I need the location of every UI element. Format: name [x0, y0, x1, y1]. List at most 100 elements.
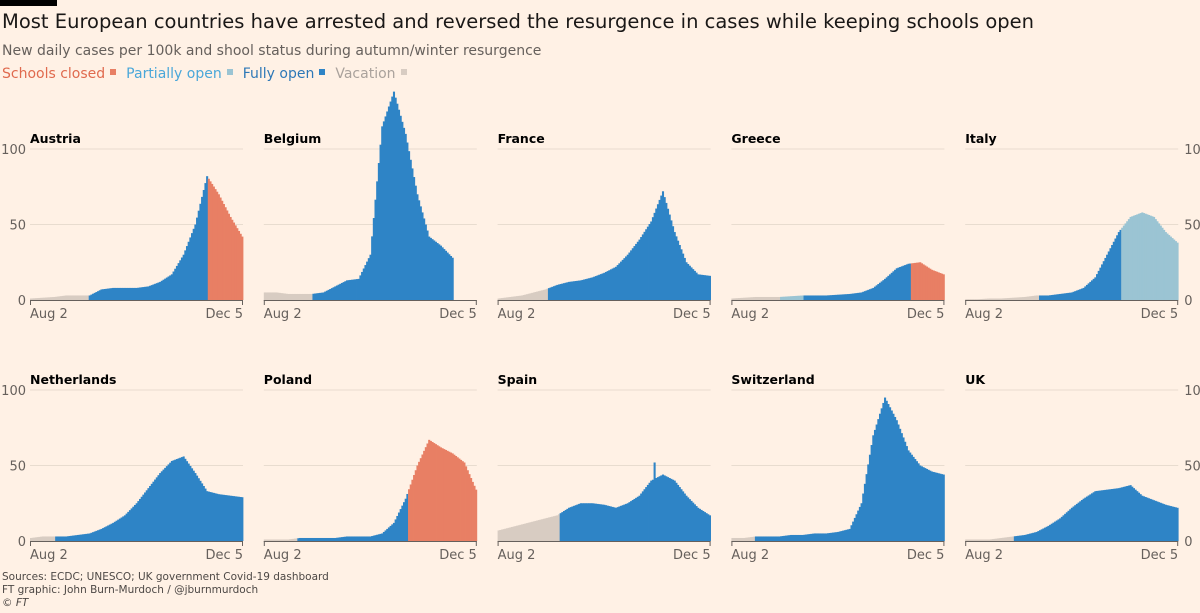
bar-full: [1117, 232, 1120, 300]
bar-partial: [1158, 223, 1161, 300]
bar-full: [403, 502, 406, 541]
bar-full: [1057, 294, 1060, 300]
bar-vacation: [743, 297, 746, 300]
legend: Schools closed Partially open Fully open Va…: [2, 66, 417, 82]
bar-full: [708, 515, 711, 541]
bar-vacation: [263, 292, 266, 300]
y-tick-label: 100: [1184, 384, 1200, 399]
panel-title: UK: [965, 372, 986, 387]
bar-full: [120, 517, 123, 541]
bar-closed: [431, 441, 434, 541]
bar-full: [941, 474, 944, 541]
bar-full: [367, 536, 370, 541]
bar-full: [656, 477, 660, 541]
bar-full: [320, 292, 323, 300]
x-tick-label: Dec 5: [907, 307, 945, 322]
bar-vacation: [275, 292, 278, 300]
bar-full: [1055, 520, 1058, 541]
legend-item-partial: Partially open: [126, 66, 233, 82]
bar-vacation: [536, 520, 539, 541]
bar-full: [1094, 277, 1097, 300]
bar-full: [636, 496, 639, 541]
bar-full: [1146, 497, 1149, 541]
bar-full: [897, 267, 900, 300]
bar-full: [853, 517, 856, 541]
bar-full: [342, 536, 345, 541]
bar-partial: [785, 296, 788, 300]
bar-full: [174, 268, 177, 300]
bar-full: [387, 106, 390, 300]
bar-vacation: [970, 539, 973, 541]
bar-partial: [1151, 216, 1154, 300]
bar-vacation: [40, 536, 43, 541]
bar-full: [75, 535, 78, 541]
bar-closed: [453, 454, 456, 541]
bar-full: [103, 527, 106, 541]
bar-closed: [927, 267, 930, 300]
legend-label: Partially open: [126, 66, 222, 82]
bar-vacation: [290, 293, 293, 300]
bar-full: [803, 534, 806, 541]
bar-closed: [446, 450, 449, 541]
bar-full: [705, 275, 708, 300]
bar-full: [327, 537, 330, 541]
bar-vacation: [1015, 297, 1018, 300]
bar-full: [853, 293, 856, 300]
bar-full: [332, 537, 335, 541]
bar-vacation: [509, 527, 512, 541]
bar-full: [1074, 291, 1077, 300]
bar-full: [892, 413, 895, 541]
bar-vacation: [293, 293, 297, 300]
bar-full: [675, 482, 678, 541]
bar-full: [1049, 295, 1052, 300]
bar-full: [773, 536, 776, 541]
bar-full: [579, 503, 582, 541]
bar-full: [1042, 528, 1045, 541]
bar-vacation: [1008, 536, 1011, 541]
bar-full: [887, 404, 890, 541]
bar-vacation: [268, 292, 271, 300]
bar-full: [1084, 286, 1087, 300]
bar-full: [202, 189, 205, 300]
bar-vacation: [751, 297, 754, 300]
bar-full: [830, 532, 833, 541]
bar-full: [677, 240, 680, 300]
bar-vacation: [976, 299, 980, 300]
bar-full: [1055, 294, 1058, 300]
bar-full: [872, 435, 875, 541]
bar-full: [359, 536, 362, 541]
bar-closed: [458, 458, 461, 541]
bar-full: [618, 506, 621, 541]
bar-full: [796, 534, 799, 541]
bar-full: [798, 534, 801, 541]
bar-closed: [470, 478, 473, 541]
bar-full: [872, 287, 875, 300]
bar-vacation: [541, 519, 544, 541]
bar-full: [920, 466, 923, 541]
bar-vacation: [731, 298, 734, 300]
panel-belgium: Aug 2 Dec 5 Belgium: [263, 91, 477, 322]
bar-full: [451, 257, 454, 300]
bar-vacation: [288, 539, 292, 541]
bar-partial: [788, 296, 791, 300]
bar-full: [588, 278, 591, 300]
bar-full: [130, 508, 133, 541]
bar-full: [78, 534, 81, 541]
bar-full: [241, 497, 244, 541]
bar-full: [1070, 292, 1073, 300]
bar-full: [232, 496, 236, 541]
bar-full: [862, 291, 865, 300]
bar-full: [630, 501, 633, 541]
y-tick-label: 50: [9, 460, 26, 475]
bar-full: [693, 504, 696, 541]
bar-full: [645, 229, 648, 300]
bar-full: [76, 534, 80, 541]
bar-vacation: [539, 290, 542, 300]
bar-full: [433, 240, 436, 300]
bar-closed: [436, 445, 439, 541]
bar-closed: [411, 479, 414, 541]
bar-full: [120, 287, 123, 300]
bar-full: [349, 536, 352, 541]
bar-vacation: [771, 296, 774, 300]
